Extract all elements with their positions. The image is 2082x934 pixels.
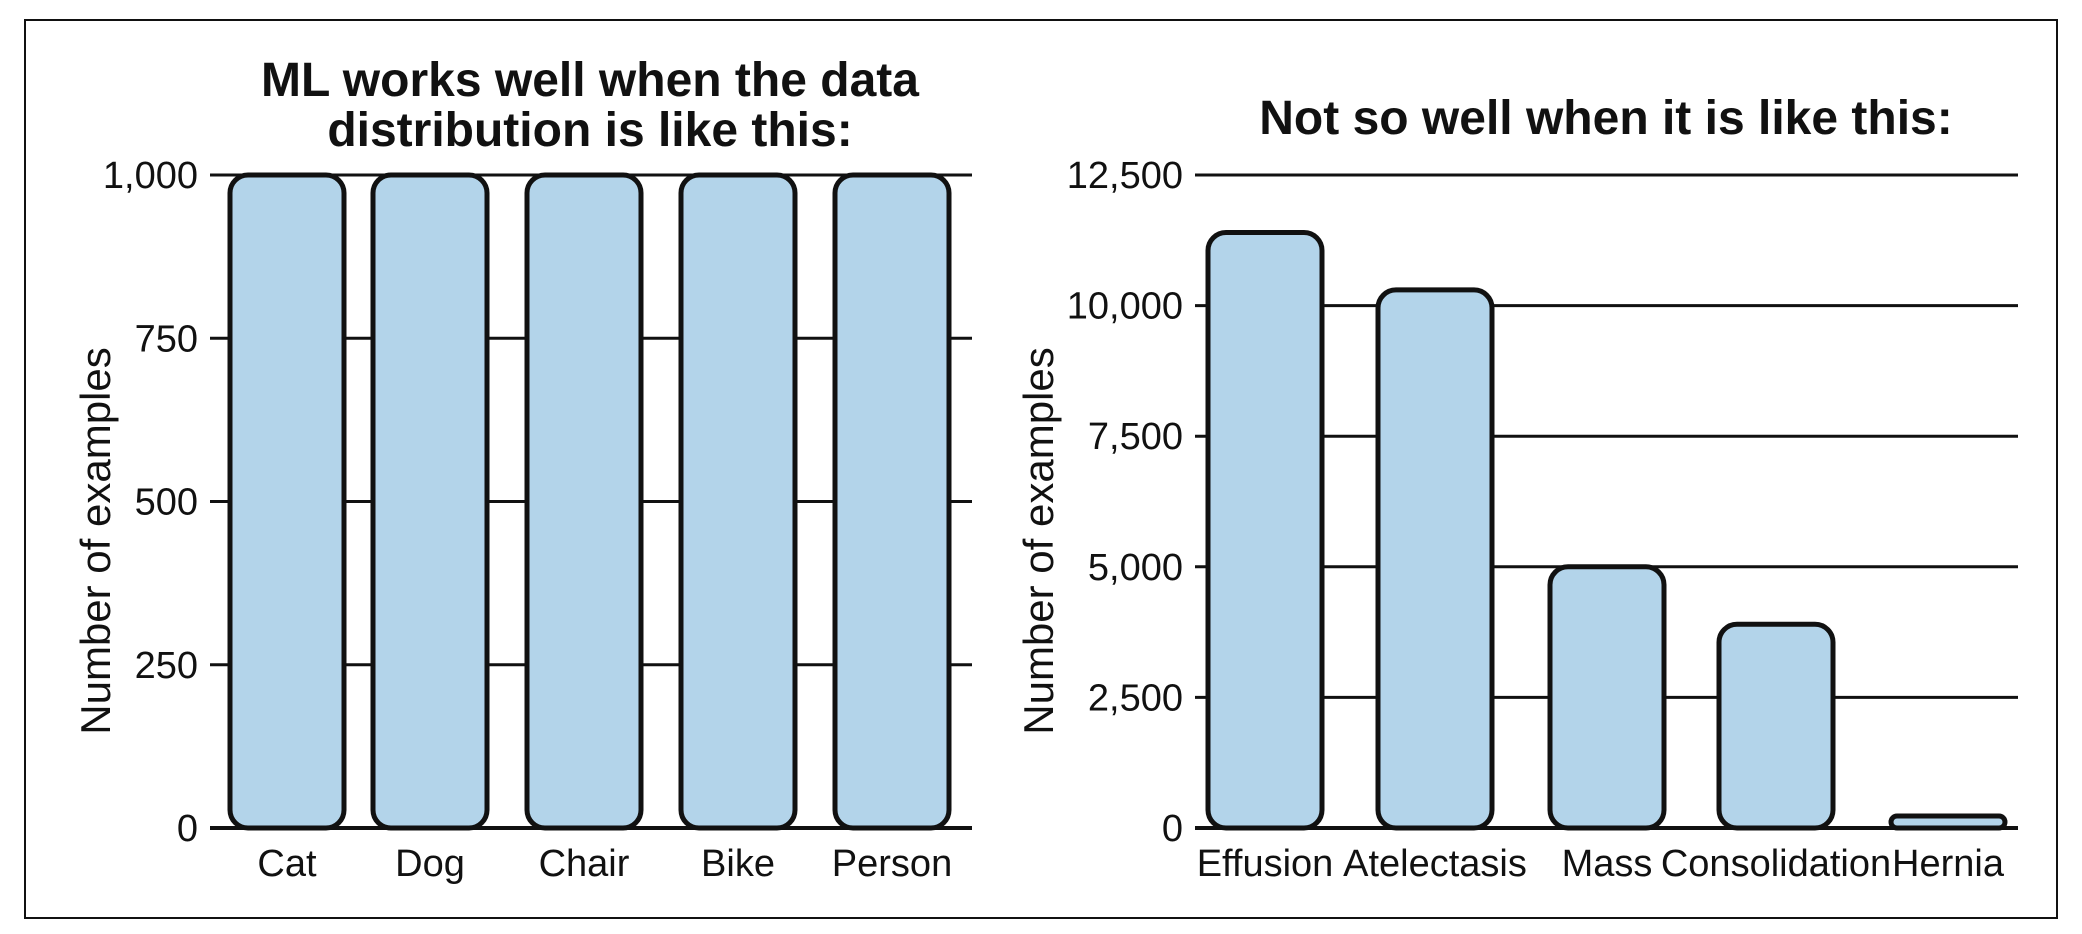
- chart-left-x-tick-label: Dog: [395, 843, 465, 885]
- chart-left-bar: [678, 172, 798, 831]
- chart-right-x-tick-label: Effusion: [1197, 843, 1334, 885]
- chart-right-title-line-1: Not so well when it is like this:: [1259, 92, 1952, 145]
- chart-left-y-ticks: 0 250 500 750 1,000: [103, 155, 198, 850]
- chart-left-x-ticks: Cat Dog Chair Bike Person: [257, 843, 952, 885]
- chart-right-x-tick-label: Mass: [1562, 843, 1653, 885]
- chart-left-bar: [370, 172, 490, 831]
- chart-right-x-ticks: Effusion Atelectasis Mass Consolidation Hern…: [1197, 843, 2005, 885]
- chart-left-x-tick-label: Cat: [257, 843, 317, 885]
- chart-left-bar: [832, 172, 952, 831]
- chart-right-y-ticks: 0 2,500 5,000 7,500 10,000 12,500: [1067, 155, 1183, 850]
- chart-right-bar: [1547, 564, 1667, 831]
- chart-right-bar: [1888, 813, 2008, 831]
- chart-right-y-tick-label: 5,000: [1088, 547, 1183, 589]
- chart-left-y-tick-label: 1,000: [103, 155, 198, 197]
- chart-left-x-tick-label: Person: [832, 843, 952, 885]
- chart-right-x-tick-label: Hernia: [1892, 843, 2005, 885]
- chart-left-y-axis-label: Number of examples: [72, 347, 119, 735]
- chart-right-y-axis-label: Number of examples: [1015, 347, 1062, 735]
- chart-right-y-tick-label: 12,500: [1067, 155, 1183, 197]
- chart-left-y-tick-label: 0: [177, 808, 198, 850]
- chart-right-y-tick-label: 10,000: [1067, 286, 1183, 328]
- chart-left-title-line-1: ML works well when the data: [261, 54, 919, 107]
- chart-right-bar: [1716, 621, 1836, 831]
- chart-right-bar: [1375, 287, 1495, 831]
- chart-right: Not so well when it is like this: Number…: [1015, 92, 2018, 885]
- chart-left: ML works well when the data distribution…: [72, 54, 972, 885]
- chart-right-y-tick-label: 7,500: [1088, 416, 1183, 458]
- chart-left-bar: [227, 172, 347, 831]
- chart-right-x-tick-label: Atelectasis: [1343, 843, 1527, 885]
- chart-right-x-tick-label: Consolidation: [1661, 843, 1891, 885]
- chart-left-bars: [227, 172, 952, 831]
- chart-left-bar: [524, 172, 644, 831]
- chart-left-y-tick-label: 750: [135, 318, 198, 360]
- chart-left-y-tick-label: 500: [135, 482, 198, 524]
- chart-right-bars: [1205, 229, 2008, 831]
- chart-left-x-tick-label: Bike: [701, 843, 775, 885]
- chart-right-bar: [1205, 229, 1325, 831]
- chart-left-y-tick-label: 250: [135, 645, 198, 687]
- chart-left-x-tick-label: Chair: [539, 843, 630, 885]
- chart-right-grid: [1195, 173, 2018, 830]
- chart-right-y-tick-label: 2,500: [1088, 677, 1183, 719]
- chart-left-title-line-2: distribution is like this:: [327, 104, 852, 157]
- chart-right-y-tick-label: 0: [1162, 808, 1183, 850]
